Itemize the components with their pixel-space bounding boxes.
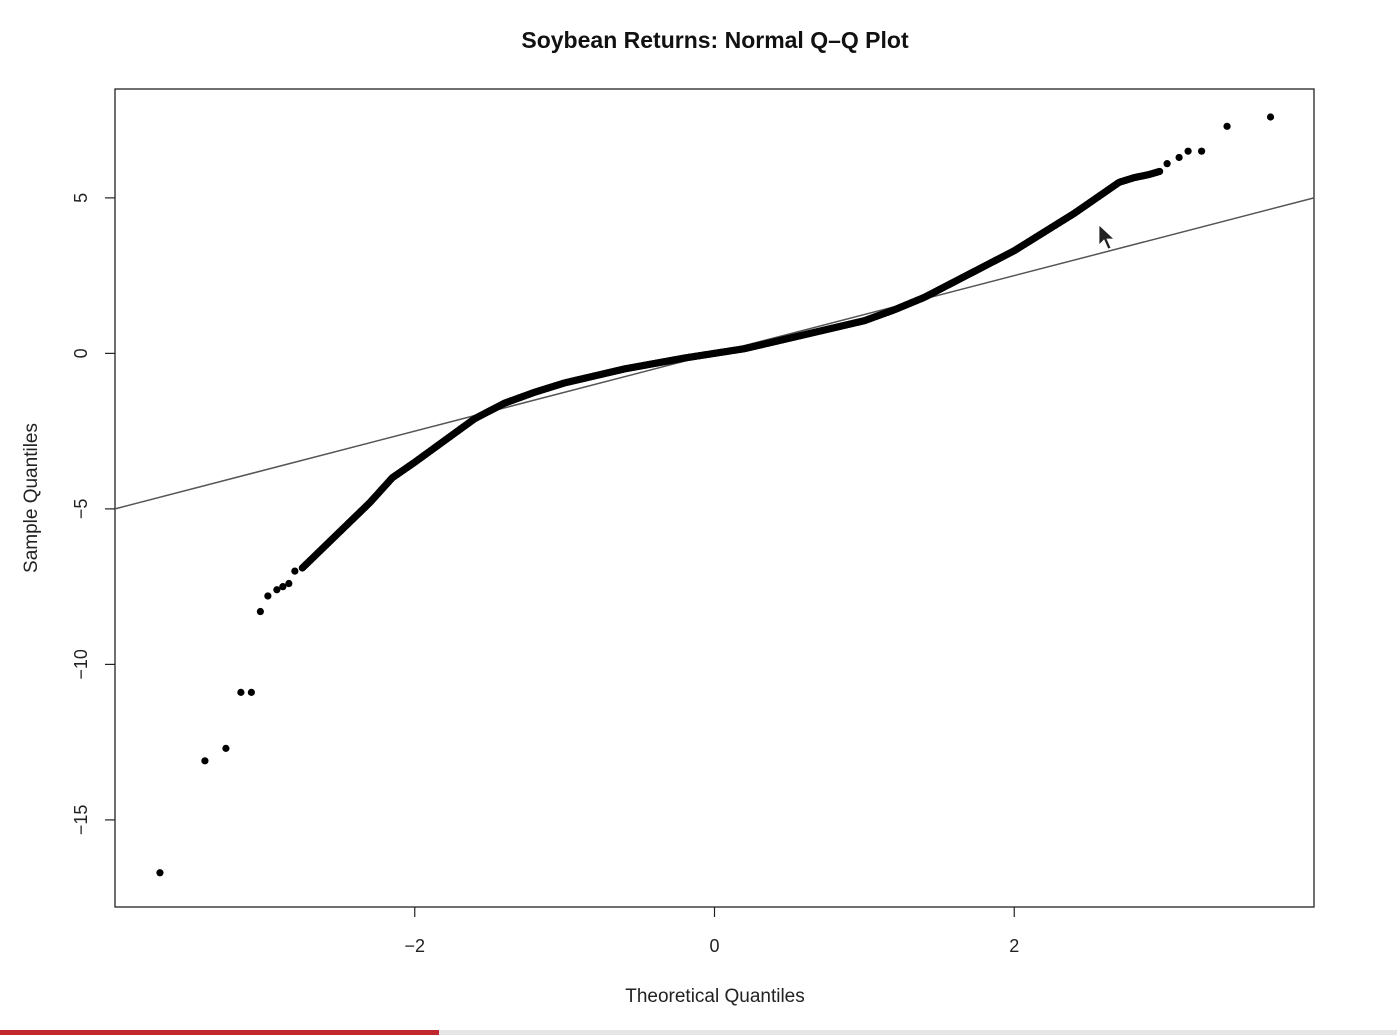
data-point <box>237 688 245 696</box>
mouse-cursor-icon <box>1098 224 1116 250</box>
plot-frame <box>114 88 1315 908</box>
data-point <box>1197 147 1206 155</box>
data-point <box>279 583 287 591</box>
y-tick-label: −5 <box>71 499 91 520</box>
data-point <box>1156 167 1164 176</box>
data-point <box>256 607 264 616</box>
data-point <box>264 592 272 600</box>
data-point <box>1163 160 1171 168</box>
data-point <box>285 579 293 588</box>
data-point <box>222 744 230 752</box>
data-point <box>1266 113 1275 121</box>
y-axis-label: Sample Quantiles <box>21 423 42 573</box>
data-point <box>156 869 164 877</box>
x-tick-label: 0 <box>709 936 719 956</box>
y-tick-label: −10 <box>71 649 91 680</box>
y-tick-label: 5 <box>71 193 91 203</box>
video-progress-bar[interactable] <box>0 1030 1397 1035</box>
chart-title: Soybean Returns: Normal Q–Q Plot <box>521 27 909 53</box>
data-point <box>1175 153 1183 162</box>
y-tick-label: 0 <box>71 348 91 358</box>
data-point <box>1184 147 1192 155</box>
data-point <box>247 688 255 696</box>
x-axis: −2 0 2 <box>404 907 1019 956</box>
data-point <box>291 567 299 575</box>
data-points <box>156 113 1275 877</box>
data-point <box>1223 122 1231 130</box>
data-point <box>201 757 209 765</box>
data-point <box>273 586 281 594</box>
x-tick-label: −2 <box>404 936 425 956</box>
x-tick-label: 2 <box>1009 936 1019 956</box>
y-tick-label: −15 <box>71 805 91 836</box>
y-axis: −15 −10 −5 0 5 <box>71 193 115 835</box>
x-axis-label: Theoretical Quantiles <box>625 986 805 1007</box>
video-progress-fill <box>0 1030 439 1035</box>
